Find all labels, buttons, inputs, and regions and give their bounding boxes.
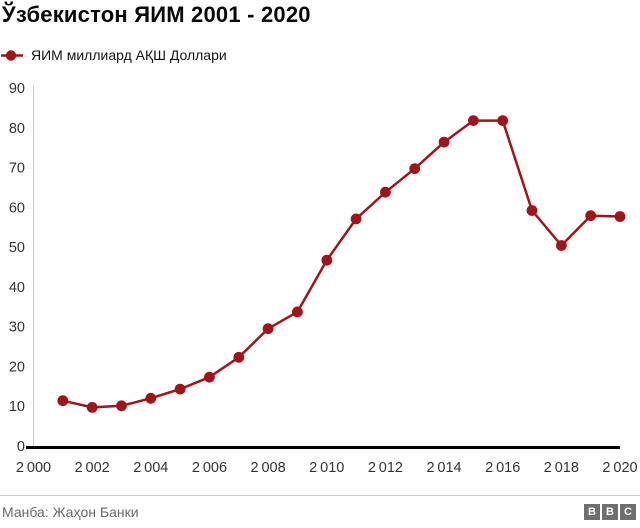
data-point [438, 136, 450, 148]
legend-label: ЯИМ миллиард АҚШ Доллари [31, 47, 227, 63]
y-tick-label: 80 [9, 121, 25, 137]
bbc-logo-letter-b2: B [602, 504, 618, 520]
y-tick-label: 40 [9, 280, 25, 296]
bbc-logo: B B C [584, 504, 636, 520]
data-point [321, 254, 333, 266]
legend-line-marker-icon [1, 49, 23, 61]
x-tick-label: 2 014 [426, 460, 461, 476]
x-tick-label: 2 002 [75, 460, 110, 476]
data-point [116, 400, 127, 412]
x-tick-label: 2 020 [602, 460, 637, 476]
data-point [380, 186, 391, 198]
x-tick-label: 2 012 [368, 460, 403, 476]
y-tick-label: 60 [9, 200, 25, 216]
x-tick-label: 2 004 [133, 460, 168, 476]
x-tick-label: 2 006 [192, 460, 227, 476]
data-point [174, 383, 186, 395]
y-tick-label: 0 [17, 439, 25, 455]
data-point [468, 115, 479, 126]
data-point [292, 306, 303, 318]
y-tick-label: 70 [9, 161, 25, 177]
source-label: Манба: Жаҳон Банки [2, 504, 139, 520]
y-tick-label: 30 [9, 320, 25, 336]
x-tick-label: 2 000 [16, 460, 51, 476]
legend: ЯИМ миллиард АҚШ Доллари [1, 47, 227, 63]
data-point [233, 351, 245, 363]
bbc-logo-letter-b1: B [584, 504, 600, 520]
data-point [145, 392, 157, 404]
bbc-logo-letter-c: C [620, 504, 636, 520]
x-tick-label: 2 010 [309, 460, 344, 476]
y-tick-label: 90 [9, 81, 25, 97]
data-point [614, 211, 626, 222]
y-tick-label: 20 [9, 359, 25, 375]
data-point [350, 213, 362, 225]
data-point [204, 371, 215, 383]
data-point [57, 395, 69, 407]
footer: Манба: Жаҳон Банки B B C [2, 504, 636, 520]
x-tick-label: 2 016 [485, 460, 520, 476]
x-tick-label: 2 018 [544, 460, 579, 476]
footer-divider [0, 495, 640, 496]
data-point [497, 115, 509, 126]
chart-title: Ўзбекистон ЯИМ 2001 - 2020 [2, 2, 311, 27]
data-point [585, 210, 597, 222]
y-tick-label: 50 [9, 240, 25, 256]
data-point [556, 240, 567, 251]
data-point [409, 163, 421, 175]
gdp-line [61, 119, 622, 409]
x-tick-label: 2 008 [251, 460, 286, 476]
data-point [86, 402, 98, 413]
data-point [262, 323, 274, 335]
y-tick-label: 10 [9, 399, 25, 415]
data-point [526, 205, 538, 216]
